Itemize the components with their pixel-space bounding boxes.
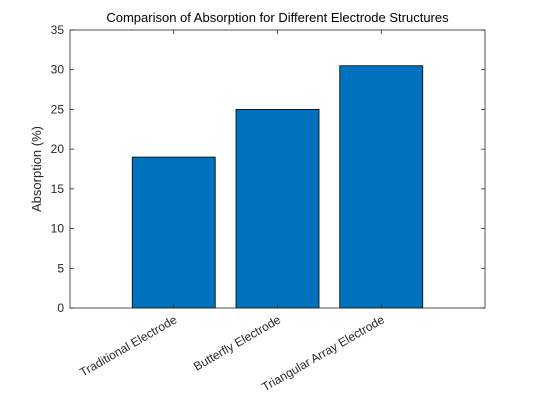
y-tick-label: 20 — [51, 142, 65, 156]
y-tick-label: 25 — [51, 102, 65, 116]
y-tick-label: 30 — [51, 63, 65, 77]
y-tick-label: 15 — [51, 182, 65, 196]
bar-2 — [235, 109, 320, 309]
bar-1 — [131, 156, 216, 309]
y-tick-label: 5 — [57, 261, 64, 275]
y-tick-label: 0 — [57, 301, 64, 315]
x-tick-label: Traditional Electrode — [77, 312, 179, 379]
y-axis-label: Absorption (%) — [29, 126, 44, 212]
y-tick-label: 10 — [51, 222, 65, 236]
y-tick-label: 35 — [51, 23, 65, 37]
bars-group — [131, 65, 424, 309]
bar-3 — [339, 65, 424, 309]
x-tick-label: Butterfly Electrode — [191, 312, 283, 373]
chart-title: Comparison of Absorption for Different E… — [106, 10, 449, 25]
y-ticks-group: 0 5 10 15 20 25 30 35 — [51, 23, 485, 315]
